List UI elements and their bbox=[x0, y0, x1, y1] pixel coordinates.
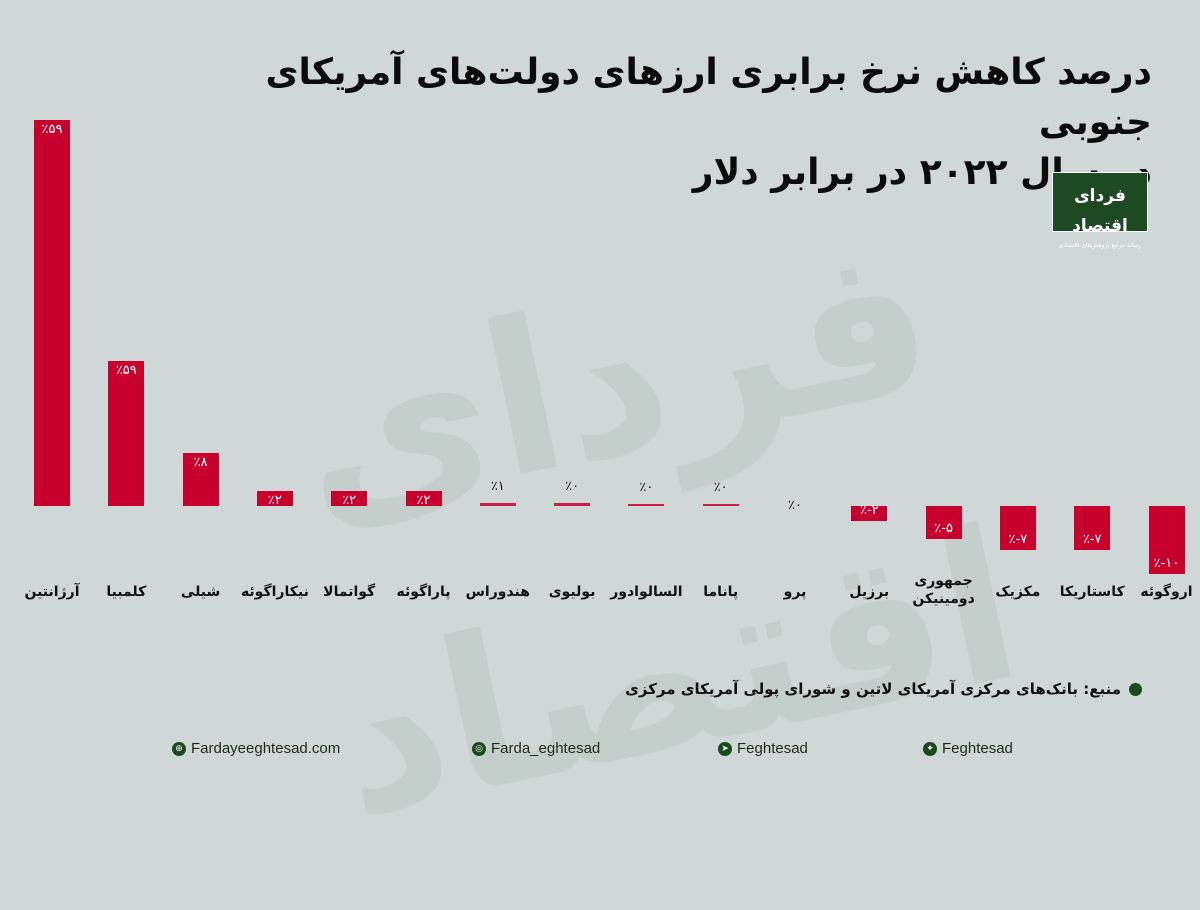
footer-twitter-label: Feghtesad bbox=[942, 740, 1013, 757]
bar bbox=[628, 504, 664, 506]
value-label: ٪۱ bbox=[468, 479, 528, 494]
source-note: منبع: بانک‌های مرکزی آمریکای لاتین و شور… bbox=[625, 680, 1142, 698]
bullet-dot-icon bbox=[1129, 683, 1142, 696]
value-label: ٪-۱۰ bbox=[1137, 556, 1197, 571]
value-label: ٪۸ bbox=[171, 455, 231, 470]
bar bbox=[703, 504, 739, 506]
footer-website[interactable]: ⊕ Fardayeeghtesad.com bbox=[172, 740, 340, 757]
brand-logo: فردای اقتصاد رسانه مرجع پژوهش‌های اقتصاد… bbox=[1052, 172, 1148, 232]
globe-icon: ⊕ bbox=[172, 742, 186, 756]
logo-subtitle: رسانه مرجع پژوهش‌های اقتصادی bbox=[1053, 241, 1147, 251]
value-label: ٪۰ bbox=[765, 498, 825, 513]
title-line-1: درصد کاهش نرخ برابری ارزهای دولت‌های آمر… bbox=[252, 48, 1152, 148]
instagram-icon: ◎ bbox=[472, 742, 486, 756]
bar bbox=[34, 120, 70, 506]
value-label: ٪-۷ bbox=[1062, 532, 1122, 547]
bar bbox=[108, 361, 144, 506]
footer-telegram[interactable]: ➤ Feghtesad bbox=[718, 740, 808, 757]
value-label: ٪-۷ bbox=[988, 532, 1048, 547]
footer-website-label: Fardayeeghtesad.com bbox=[191, 740, 340, 757]
value-label: ٪-۲ bbox=[839, 503, 899, 518]
value-label: ٪۲ bbox=[319, 493, 379, 508]
logo-text: فردای اقتصاد bbox=[1053, 181, 1147, 241]
telegram-icon: ➤ bbox=[718, 742, 732, 756]
value-label: ٪۰ bbox=[691, 480, 751, 495]
value-label: ٪۰ bbox=[542, 479, 602, 494]
value-label: ٪۲ bbox=[245, 493, 305, 508]
category-label: اروگوئه bbox=[1122, 583, 1200, 601]
bar bbox=[554, 503, 590, 506]
chart-title: درصد کاهش نرخ برابری ارزهای دولت‌های آمر… bbox=[252, 48, 1152, 198]
footer-instagram-label: Farda_eghtesad bbox=[491, 740, 600, 757]
footer: ⊕ Fardayeeghtesad.com ◎ Farda_eghtesad ➤… bbox=[0, 740, 1200, 760]
twitter-icon: ✦ bbox=[923, 742, 937, 756]
value-label: ٪۵۹ bbox=[22, 122, 82, 137]
source-text: منبع: بانک‌های مرکزی آمریکای لاتین و شور… bbox=[625, 680, 1121, 698]
value-label: ٪۵۹ bbox=[96, 363, 156, 378]
value-label: ٪-۵ bbox=[914, 521, 974, 536]
bar bbox=[480, 503, 516, 506]
value-label: ٪۲ bbox=[394, 493, 454, 508]
footer-telegram-label: Feghtesad bbox=[737, 740, 808, 757]
footer-twitter[interactable]: ✦ Feghtesad bbox=[923, 740, 1013, 757]
footer-instagram[interactable]: ◎ Farda_eghtesad bbox=[472, 740, 600, 757]
value-label: ٪۰ bbox=[616, 480, 676, 495]
title-line-2: در سال ۲۰۲۲ در برابر دلار bbox=[252, 148, 1152, 198]
